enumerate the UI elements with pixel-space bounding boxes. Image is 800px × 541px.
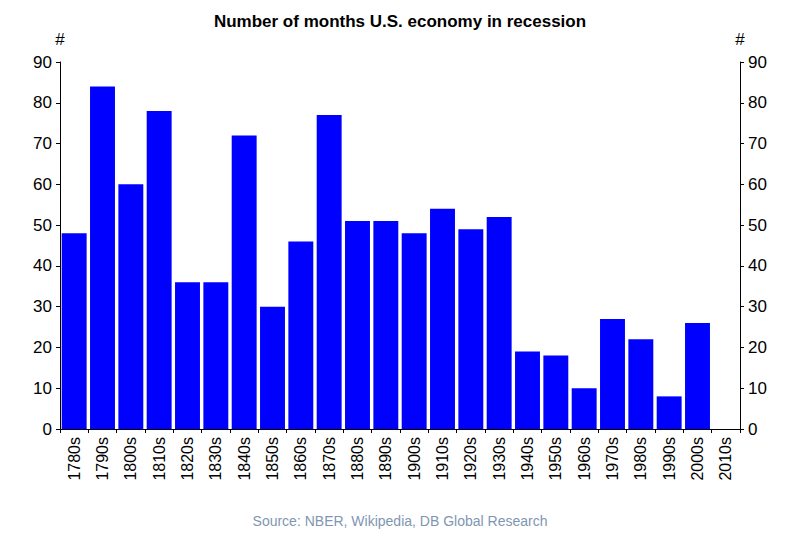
svg-text:1940s: 1940s	[519, 437, 536, 481]
svg-text:2000s: 2000s	[689, 437, 706, 481]
svg-text:10: 10	[33, 379, 52, 398]
svg-text:90: 90	[33, 53, 52, 72]
svg-text:70: 70	[33, 134, 52, 153]
svg-text:50: 50	[33, 216, 52, 235]
svg-text:1920s: 1920s	[462, 437, 479, 481]
svg-text:1890s: 1890s	[377, 437, 394, 481]
svg-text:90: 90	[748, 53, 767, 72]
svg-text:20: 20	[748, 338, 767, 357]
svg-text:1850s: 1850s	[264, 437, 281, 481]
svg-text:1990s: 1990s	[661, 437, 678, 481]
svg-text:0: 0	[43, 420, 52, 439]
svg-text:0: 0	[748, 420, 757, 439]
svg-text:80: 80	[748, 93, 767, 112]
svg-text:1830s: 1830s	[207, 437, 224, 481]
svg-text:60: 60	[33, 175, 52, 194]
svg-text:1800s: 1800s	[122, 437, 139, 481]
svg-text:1970s: 1970s	[604, 437, 621, 481]
svg-text:Number of months U.S. economy: Number of months U.S. economy in recessi…	[214, 12, 586, 31]
svg-text:1930s: 1930s	[491, 437, 508, 481]
svg-text:1860s: 1860s	[292, 437, 309, 481]
svg-text:1880s: 1880s	[349, 437, 366, 481]
svg-text:Source: NBER, Wikipedia, DB Gl: Source: NBER, Wikipedia, DB Global Resea…	[253, 513, 548, 529]
svg-text:40: 40	[33, 256, 52, 275]
svg-text:1900s: 1900s	[406, 437, 423, 481]
svg-text:1780s: 1780s	[66, 437, 83, 481]
svg-text:70: 70	[748, 134, 767, 153]
svg-text:1980s: 1980s	[632, 437, 649, 481]
svg-text:80: 80	[33, 93, 52, 112]
svg-text:1790s: 1790s	[94, 437, 111, 481]
svg-text:#: #	[55, 30, 65, 49]
svg-text:1870s: 1870s	[321, 437, 338, 481]
svg-text:1960s: 1960s	[576, 437, 593, 481]
svg-text:#: #	[735, 30, 745, 49]
svg-text:30: 30	[748, 297, 767, 316]
svg-text:40: 40	[748, 256, 767, 275]
svg-text:1820s: 1820s	[179, 437, 196, 481]
svg-text:1840s: 1840s	[236, 437, 253, 481]
svg-text:50: 50	[748, 216, 767, 235]
svg-text:30: 30	[33, 297, 52, 316]
svg-text:1910s: 1910s	[434, 437, 451, 481]
svg-text:2010s: 2010s	[717, 437, 734, 481]
svg-text:10: 10	[748, 379, 767, 398]
svg-text:60: 60	[748, 175, 767, 194]
svg-text:1950s: 1950s	[547, 437, 564, 481]
svg-text:1810s: 1810s	[151, 437, 168, 481]
svg-text:20: 20	[33, 338, 52, 357]
